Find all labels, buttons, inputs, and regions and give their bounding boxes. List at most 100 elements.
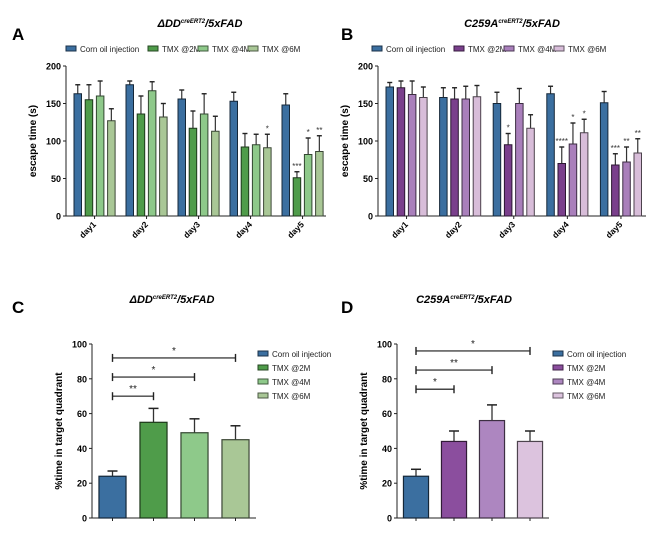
y-tick-label: 60 <box>382 409 392 419</box>
significance-label: ** <box>450 358 458 369</box>
chart-title: C259AcreERT2/5xFAD <box>464 18 560 30</box>
bar <box>622 161 631 217</box>
bar <box>139 421 168 519</box>
panel-a: A ΔDDcreERT2/5xFAD 0 50 100 150 200 escape time… <box>12 18 326 240</box>
legend-label: Corn oil injection <box>386 45 445 54</box>
bar <box>107 120 116 217</box>
x-tick-label: day5 <box>604 219 625 240</box>
bar <box>396 87 406 217</box>
y-tick-label: 100 <box>377 340 392 350</box>
chart-title: ΔDDcreERT2/5xFAD <box>157 18 243 30</box>
significance-label: * <box>471 339 475 350</box>
bar <box>419 97 428 217</box>
bar <box>188 127 198 217</box>
category-group: day2 <box>125 80 168 240</box>
x-tick-label: day3 <box>496 219 517 240</box>
legend: Corn oil injection TMX @2M TMX @4M TMX @6M <box>371 45 607 54</box>
legend-swatch <box>257 364 269 371</box>
x-tick-label: day4 <box>233 219 254 240</box>
significance-label: * <box>583 109 586 118</box>
bar <box>221 439 250 519</box>
legend-swatch <box>453 45 465 52</box>
category-group: day1 <box>385 80 428 240</box>
y-axis-label: %time in target quadrant <box>359 372 370 490</box>
chart-title: C259AcreERT2/5xFAD <box>416 294 512 306</box>
y-tick-label: 150 <box>46 99 61 109</box>
legend: Corn oil injection TMX @2M TMX @4M TMX @6M <box>552 350 626 401</box>
significance-bracket: * <box>111 346 237 362</box>
legend-label: TMX @2M <box>272 364 311 373</box>
panel-letter: C <box>12 298 24 317</box>
significance-label: *** <box>292 162 301 171</box>
legend-label: TMX @4M <box>212 45 251 54</box>
bar <box>125 84 134 217</box>
significance-label: ** <box>623 137 629 146</box>
significance-label: *** <box>611 144 620 153</box>
bar <box>439 97 448 217</box>
y-tick-label: 100 <box>358 137 373 147</box>
y-tick-label: 50 <box>363 174 373 184</box>
x-tick-label: day4 <box>550 219 571 240</box>
significance-label: * <box>152 365 156 376</box>
bar <box>461 98 470 217</box>
bar <box>546 93 555 217</box>
bar <box>503 144 513 217</box>
legend: Corn oil injection TMX @2M TMX @4M TMX @6M <box>65 45 301 54</box>
significance-label: * <box>307 128 310 137</box>
panel-letter: A <box>12 25 24 44</box>
legend-swatch <box>257 378 269 385</box>
chart-title: ΔDDcreERT2/5xFAD <box>129 294 215 306</box>
bar <box>402 475 430 519</box>
legend-swatch <box>552 350 564 357</box>
y-tick-label: 20 <box>77 479 87 489</box>
legend-swatch <box>197 45 209 52</box>
y-tick-label: 0 <box>368 212 373 222</box>
legend-swatch <box>257 350 269 357</box>
panel-letter: B <box>341 25 353 44</box>
legend-label: TMX @4M <box>567 378 606 387</box>
legend-swatch <box>247 45 259 52</box>
legend-label: TMX @6M <box>272 392 311 401</box>
legend-label: TMX @2M <box>468 45 507 54</box>
y-axis-label: escape time (s) <box>340 105 351 177</box>
legend-label: Corn oil injection <box>80 45 139 54</box>
x-tick-label: day1 <box>389 219 410 240</box>
bar <box>385 86 394 217</box>
significance-label: ** <box>635 129 641 138</box>
bar <box>450 98 459 217</box>
category-group: *******day5 <box>599 90 642 240</box>
bar <box>98 475 127 519</box>
bar <box>292 177 302 217</box>
bar <box>73 93 82 217</box>
bar <box>240 146 250 217</box>
y-tick-label: 20 <box>382 479 392 489</box>
panel-letter: D <box>341 298 353 317</box>
legend-swatch <box>257 392 269 399</box>
significance-bracket: * <box>415 339 531 355</box>
bar <box>251 144 261 217</box>
significance-label: * <box>266 124 269 133</box>
bar <box>516 440 544 519</box>
significance-bracket: ** <box>415 358 493 375</box>
category-group: day2 <box>439 84 482 240</box>
bar <box>407 94 417 217</box>
y-tick-label: 0 <box>387 514 392 524</box>
legend-label: TMX @6M <box>568 45 607 54</box>
y-tick-label: 0 <box>82 514 87 524</box>
bar <box>315 151 324 217</box>
significance-label: ** <box>129 384 137 395</box>
bar <box>633 152 642 217</box>
bar <box>180 432 209 519</box>
x-tick-label: day5 <box>285 219 306 240</box>
legend-swatch <box>552 364 564 371</box>
legend-swatch <box>552 378 564 385</box>
bar <box>147 90 157 217</box>
category-group: ***** *day4 <box>546 85 589 240</box>
x-tick-label: day2 <box>443 219 464 240</box>
legend-label: Corn oil injection <box>272 350 331 359</box>
y-axis-label: %time in target quadrant <box>54 372 65 490</box>
significance-bracket: * <box>415 377 455 394</box>
category-group: **** **day5 <box>281 93 324 240</box>
significance-label: * <box>571 113 574 122</box>
category-group: day3 <box>177 89 220 240</box>
